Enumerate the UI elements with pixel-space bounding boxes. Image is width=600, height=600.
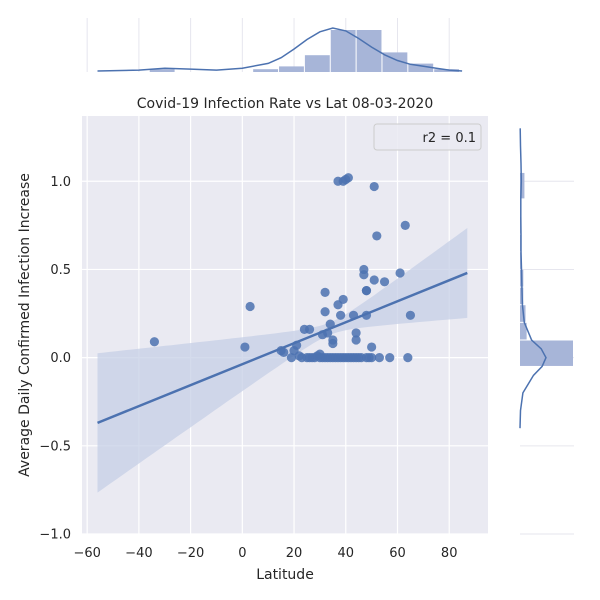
data-point	[149, 337, 160, 347]
main-plot-area	[82, 116, 488, 535]
x-axis-label: Latitude	[256, 567, 314, 583]
data-point	[400, 220, 410, 230]
top-marginal-background	[82, 18, 488, 72]
right-histogram-bar	[520, 340, 573, 366]
data-point	[343, 173, 353, 183]
data-point	[367, 353, 377, 363]
top-histogram-bar	[279, 66, 304, 72]
data-point	[348, 310, 359, 320]
data-point	[328, 335, 338, 345]
data-point	[304, 324, 315, 335]
plot-background	[82, 116, 488, 534]
right-histogram-bar	[520, 322, 527, 340]
data-point	[320, 287, 330, 297]
y-tick-label: 0.5	[50, 263, 71, 278]
data-point	[338, 294, 348, 305]
y-tick-label: 0.0	[50, 351, 71, 366]
y-tick-label: −0.5	[39, 439, 71, 454]
data-point	[369, 181, 379, 192]
data-point	[320, 307, 330, 317]
legend-label: r2 = 0.1	[423, 131, 476, 146]
top-marginal-kde-curve	[97, 27, 463, 72]
data-point	[351, 335, 361, 345]
top-histogram-bar	[304, 55, 330, 72]
legend-box	[373, 123, 482, 151]
data-point	[245, 301, 255, 312]
right-marginal-background	[520, 116, 574, 534]
x-tick-label: 60	[389, 546, 406, 561]
data-point	[323, 328, 333, 338]
data-point	[240, 342, 250, 352]
data-point	[379, 277, 390, 287]
data-point	[335, 310, 346, 320]
data-point	[279, 347, 289, 357]
y-tick-label: −1.0	[39, 528, 71, 543]
x-tick-label: 0	[238, 546, 246, 561]
data-point	[374, 353, 384, 363]
x-tick-label: 40	[337, 546, 354, 561]
y-tick-label: 1.0	[50, 175, 71, 190]
data-point	[403, 353, 413, 363]
data-point	[372, 231, 382, 241]
x-tick-label: 20	[286, 546, 303, 561]
top-histogram-bar	[253, 69, 279, 72]
data-point	[367, 342, 377, 352]
data-point	[351, 328, 361, 338]
top-histogram-bar	[149, 69, 175, 72]
chart-title: Covid-19 Infection Rate vs Lat 08-03-202…	[137, 96, 434, 112]
x-tick-label: −20	[177, 546, 204, 561]
data-point	[385, 353, 395, 363]
right-marginal-plot	[519, 116, 574, 535]
top-marginal-plot	[82, 18, 488, 72]
data-point	[325, 319, 335, 329]
legend: r2 = 0.1	[373, 123, 482, 151]
data-point	[361, 286, 372, 296]
right-histogram-bar	[520, 172, 525, 199]
data-point	[292, 340, 302, 350]
data-point	[286, 353, 297, 363]
x-tick-label: −60	[73, 546, 100, 561]
data-point	[369, 275, 379, 285]
top-histogram-bar	[330, 30, 356, 72]
confidence-band	[97, 228, 468, 493]
top-histogram-bar	[434, 69, 460, 72]
y-axis-label: Average Daily Confirmed Infection Increa…	[17, 173, 33, 477]
data-point	[359, 270, 369, 280]
right-marginal-kde-curve	[519, 128, 547, 429]
data-point	[395, 268, 405, 278]
x-tick-label: −40	[125, 546, 152, 561]
data-point	[405, 310, 416, 320]
top-histogram-bar	[408, 63, 434, 72]
x-tick-label: 80	[441, 546, 458, 561]
data-point	[361, 310, 372, 320]
